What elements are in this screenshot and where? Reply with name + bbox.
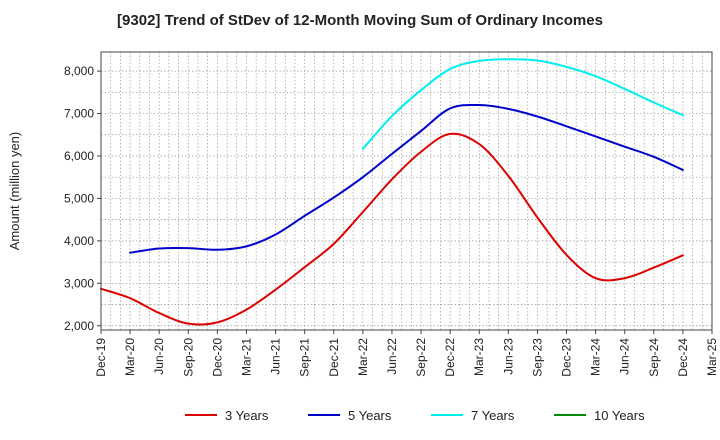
- x-tick-label: Mar-22: [356, 338, 370, 376]
- y-tick-label: 6,000: [64, 149, 94, 163]
- x-tick-label: Jun-23: [501, 338, 515, 375]
- x-tick-label: Jun-24: [618, 338, 632, 375]
- x-tick-label: Dec-21: [327, 338, 341, 377]
- chart-title: [9302] Trend of StDev of 12-Month Moving…: [117, 12, 603, 29]
- series-line-3-years: [100, 132, 684, 326]
- x-tick-label: Mar-24: [589, 338, 603, 376]
- y-tick-label: 2,000: [64, 319, 94, 333]
- y-tick-label: 8,000: [64, 64, 94, 78]
- x-tick-label: Dec-22: [443, 338, 457, 377]
- x-tick-label: Dec-20: [210, 338, 224, 377]
- series-line-7-years: [361, 58, 684, 150]
- x-tick-label: Jun-21: [269, 338, 283, 375]
- plot-area-frame: [100, 51, 713, 331]
- x-tick-label: Sep-24: [647, 338, 661, 377]
- x-tick-label: Sep-22: [414, 338, 428, 377]
- legend-label-5-years: 5 Years: [348, 408, 392, 423]
- x-tick-label: Mar-21: [239, 338, 253, 376]
- y-axis-title: Amount (million yen): [7, 132, 22, 251]
- y-tick-label: 3,000: [64, 276, 94, 290]
- axes: 2,000 3,000 4,000 5,000 6,000 7,000 8,000 Dec-1…: [64, 51, 719, 377]
- legend-label-10-years: 10 Years: [594, 408, 645, 423]
- x-tick-label: Mar-25: [705, 338, 719, 376]
- x-tick-label: Dec-19: [94, 338, 108, 377]
- y-tick-label: 7,000: [64, 107, 94, 121]
- y-tick-label: 4,000: [64, 234, 94, 248]
- x-tick-label: Jun-22: [385, 338, 399, 375]
- x-tick-label: Mar-23: [472, 338, 486, 376]
- x-tick-label: Sep-21: [298, 338, 312, 377]
- legend: 3 Years 5 Years 7 Years 10 Years: [185, 408, 645, 423]
- x-tick-label: Sep-20: [181, 338, 195, 377]
- legend-label-7-years: 7 Years: [471, 408, 515, 423]
- series-line-5-years: [129, 103, 684, 254]
- x-tick-label: Dec-23: [560, 338, 574, 377]
- y-tick-label: 5,000: [64, 191, 94, 205]
- legend-label-3-years: 3 Years: [225, 408, 269, 423]
- x-tick-label: Sep-23: [530, 338, 544, 377]
- grid: [100, 52, 713, 330]
- x-tick-label: Mar-20: [123, 338, 137, 376]
- x-tick-label: Jun-20: [152, 338, 166, 375]
- x-tick-label: Dec-24: [676, 338, 690, 377]
- series-lines: [100, 58, 684, 326]
